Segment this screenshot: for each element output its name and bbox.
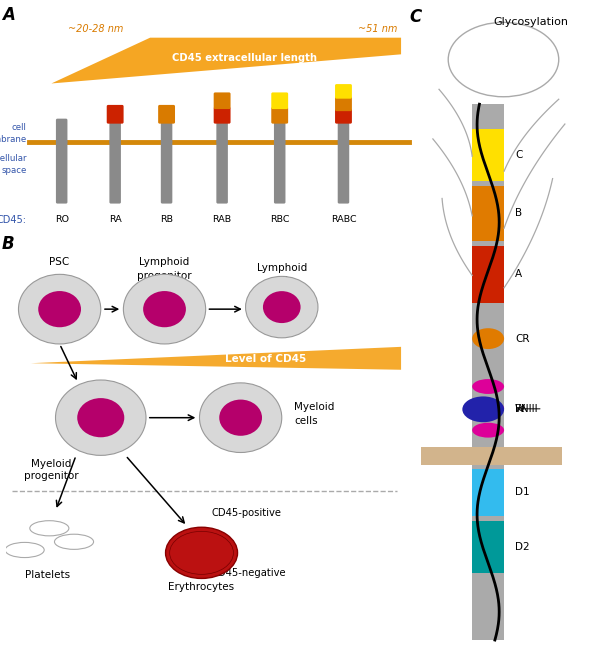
Bar xyxy=(472,246,504,303)
Ellipse shape xyxy=(472,422,504,437)
Ellipse shape xyxy=(263,291,301,323)
Text: Myeloid: Myeloid xyxy=(294,402,335,412)
FancyBboxPatch shape xyxy=(216,141,228,204)
Ellipse shape xyxy=(219,400,262,436)
Text: CD45:: CD45: xyxy=(0,215,27,224)
Ellipse shape xyxy=(200,383,282,453)
Text: RB: RB xyxy=(160,215,173,224)
FancyBboxPatch shape xyxy=(214,107,230,124)
Text: cell: cell xyxy=(12,123,27,132)
Ellipse shape xyxy=(472,328,504,349)
Ellipse shape xyxy=(166,527,238,579)
Text: progenitor: progenitor xyxy=(137,272,192,281)
FancyBboxPatch shape xyxy=(338,141,349,204)
Ellipse shape xyxy=(472,379,504,394)
Text: CD45-positive: CD45-positive xyxy=(212,508,282,518)
Ellipse shape xyxy=(472,401,504,416)
Text: D1: D1 xyxy=(515,488,530,497)
Text: Myeloid: Myeloid xyxy=(31,459,72,469)
Bar xyxy=(472,129,504,181)
Text: A: A xyxy=(515,269,523,279)
Text: Glycosylation: Glycosylation xyxy=(494,17,569,27)
Polygon shape xyxy=(31,347,401,370)
FancyBboxPatch shape xyxy=(271,107,288,124)
Text: RABC: RABC xyxy=(331,215,356,224)
FancyBboxPatch shape xyxy=(161,119,173,143)
Ellipse shape xyxy=(5,542,44,557)
FancyBboxPatch shape xyxy=(335,84,352,99)
Ellipse shape xyxy=(38,291,81,327)
Text: CD45-negative: CD45-negative xyxy=(212,568,287,579)
Text: Erythrocytes: Erythrocytes xyxy=(168,582,235,592)
FancyBboxPatch shape xyxy=(271,92,288,109)
FancyBboxPatch shape xyxy=(109,141,121,204)
Text: C: C xyxy=(410,8,422,26)
Text: CR: CR xyxy=(515,333,530,344)
Text: Platelets: Platelets xyxy=(25,570,70,580)
FancyBboxPatch shape xyxy=(109,119,121,143)
Ellipse shape xyxy=(18,274,101,344)
Ellipse shape xyxy=(246,276,318,338)
FancyBboxPatch shape xyxy=(214,92,230,109)
Ellipse shape xyxy=(55,534,93,550)
Text: ~20-28 nm: ~20-28 nm xyxy=(68,23,123,34)
Text: A: A xyxy=(2,6,15,25)
Text: FNIII: FNIII xyxy=(515,404,538,414)
Text: progenitor: progenitor xyxy=(24,471,79,481)
FancyBboxPatch shape xyxy=(56,119,68,143)
Bar xyxy=(472,373,504,444)
FancyBboxPatch shape xyxy=(107,105,123,124)
FancyBboxPatch shape xyxy=(161,141,173,204)
Text: RBC: RBC xyxy=(270,215,289,224)
Text: B: B xyxy=(515,208,523,219)
Bar xyxy=(472,372,504,446)
Text: intracellular: intracellular xyxy=(0,154,27,163)
Text: cells: cells xyxy=(294,415,317,426)
Text: Level of CD45: Level of CD45 xyxy=(225,354,306,364)
Text: W: W xyxy=(515,404,526,414)
FancyBboxPatch shape xyxy=(216,119,228,143)
Bar xyxy=(472,308,504,370)
FancyBboxPatch shape xyxy=(338,119,349,143)
Ellipse shape xyxy=(55,380,146,455)
Text: RAB: RAB xyxy=(212,215,231,224)
FancyBboxPatch shape xyxy=(335,97,352,111)
Text: membrane: membrane xyxy=(0,135,27,144)
Ellipse shape xyxy=(30,521,69,536)
FancyBboxPatch shape xyxy=(335,109,352,124)
Bar xyxy=(472,469,504,516)
Ellipse shape xyxy=(77,398,124,437)
Text: RO: RO xyxy=(55,215,69,224)
FancyBboxPatch shape xyxy=(274,141,286,204)
Text: B: B xyxy=(2,235,15,253)
Text: CD45 extracellular length: CD45 extracellular length xyxy=(173,54,317,63)
Text: RA: RA xyxy=(109,215,122,224)
Ellipse shape xyxy=(462,397,504,422)
Bar xyxy=(421,446,562,466)
Bar xyxy=(472,186,504,241)
Text: space: space xyxy=(1,166,27,175)
Ellipse shape xyxy=(123,274,206,344)
Bar xyxy=(472,104,504,640)
Text: D2: D2 xyxy=(515,542,530,552)
Text: ~51 nm: ~51 nm xyxy=(357,23,397,34)
FancyBboxPatch shape xyxy=(274,119,286,143)
Bar xyxy=(472,521,504,573)
Ellipse shape xyxy=(143,291,186,327)
Text: cells: cells xyxy=(270,276,293,286)
Text: Lymphoid: Lymphoid xyxy=(257,263,307,273)
FancyBboxPatch shape xyxy=(56,141,68,204)
Text: TM: TM xyxy=(515,451,530,461)
Text: PSC: PSC xyxy=(50,257,70,267)
FancyBboxPatch shape xyxy=(158,105,175,124)
Text: Lymphoid: Lymphoid xyxy=(139,257,190,267)
Text: C: C xyxy=(515,150,523,160)
Polygon shape xyxy=(52,37,401,83)
